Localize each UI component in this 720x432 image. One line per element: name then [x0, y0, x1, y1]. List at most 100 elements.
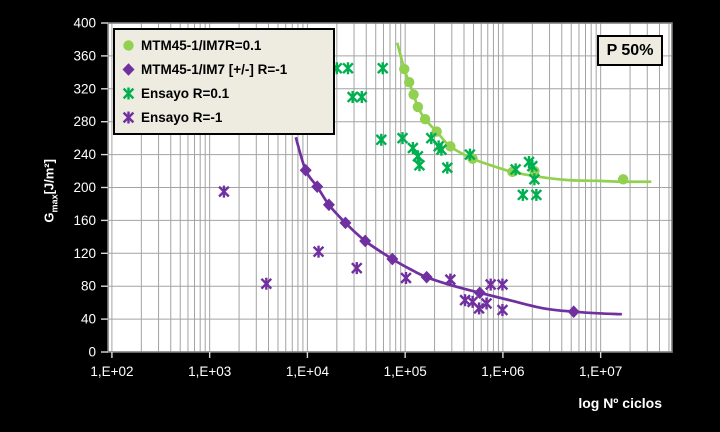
data-point-series-3 [260, 277, 273, 290]
data-point-series-1 [473, 286, 486, 300]
legend-item: Ensayo R=-1 [121, 110, 327, 125]
data-point-series-2 [530, 188, 543, 201]
y-axis-title-symbol: G [41, 212, 57, 223]
data-point-series-2 [346, 91, 359, 104]
asterisk-stroke [312, 245, 325, 258]
data-point-series-3 [496, 304, 509, 317]
asterisk-stroke [473, 302, 485, 315]
y-axis-title: Gmax[J/m²] [42, 118, 60, 263]
asterisk-stroke [530, 189, 543, 201]
y-axis-tick-label: 280 [73, 114, 96, 129]
asterisk-stroke [484, 278, 497, 291]
legend-item: Ensayo R=0.1 [121, 86, 327, 101]
asterisk-stroke [413, 159, 426, 172]
probability-annotation-box: P 50% [597, 35, 663, 66]
data-point-series-0 [617, 174, 629, 185]
legend-label: MTM45-1/IM7 [+/-] R=-1 [141, 61, 288, 77]
y-axis-tick-label: 40 [81, 312, 96, 327]
legend-item: MTM45-1/IM7 [+/-] R=-1 [121, 62, 327, 77]
y-axis-tick-label: 320 [73, 81, 96, 96]
asterisk-stroke [218, 185, 230, 198]
data-point-series-2 [377, 62, 389, 75]
data-point-series-3 [484, 278, 497, 291]
data-point-series-0 [399, 63, 410, 75]
asterisk-stroke [122, 87, 135, 100]
legend: MTM45-1/IM7R=0.1 MTM45-1/IM7 [+/-] R=-1 … [113, 28, 335, 135]
asterisk-stroke [407, 142, 419, 154]
data-point-series-3 [400, 271, 412, 284]
y-axis-tick-label: 80 [81, 279, 96, 294]
data-point-series-1 [567, 305, 580, 318]
circle-glyph [123, 39, 134, 51]
diamond-marker-icon [122, 63, 135, 76]
y-axis-tick-label: 400 [73, 16, 96, 31]
asterisk-stroke [377, 62, 389, 74]
asterisk-stroke [496, 304, 509, 316]
y-axis-tick-label: 240 [73, 147, 96, 162]
data-point-series-2 [464, 148, 476, 161]
asterisk-stroke [496, 278, 509, 291]
asterisk-stroke [400, 272, 412, 284]
data-point-series-2 [342, 62, 354, 75]
asterisk-stroke [122, 112, 135, 124]
legend-label: MTM45-1/IM7R=0.1 [141, 37, 262, 53]
data-point-series-1 [359, 234, 372, 248]
y-axis-tick-label: 360 [73, 48, 96, 63]
asterisk-glyph [122, 111, 135, 124]
y-axis-title-units: [J/m²] [41, 159, 57, 195]
asterisk-stroke [375, 134, 388, 146]
data-point-series-3 [218, 185, 230, 198]
x-axis-tick-label: 1,E+07 [579, 364, 622, 379]
data-point-series-0 [408, 89, 419, 100]
asterisk-stroke [480, 297, 493, 310]
data-point-series-0 [403, 77, 415, 88]
data-point-series-1 [386, 252, 399, 266]
asterisk-stroke [425, 132, 438, 144]
data-point-series-3 [473, 302, 485, 315]
y-axis-tick-label: 0 [88, 345, 96, 360]
data-point-series-2 [413, 159, 426, 172]
y-axis-tick-label: 120 [73, 246, 96, 261]
data-point-series-2 [435, 143, 448, 156]
asterisk-stroke [466, 296, 479, 308]
data-point-series-1 [311, 180, 324, 193]
data-point-series-2 [375, 133, 388, 146]
data-point-series-3 [480, 297, 493, 310]
asterisk-stroke [528, 173, 541, 186]
asterisk-stroke [346, 91, 359, 103]
data-point-series-0 [419, 114, 431, 125]
data-point-series-2 [509, 163, 522, 176]
data-point-series-0 [445, 141, 456, 152]
data-point-series-3 [351, 262, 363, 275]
asterisk-marker-icon [122, 111, 135, 124]
asterisk-stroke [517, 189, 529, 201]
legend-item: MTM45-1/IM7R=0.1 [121, 38, 327, 53]
asterisk-stroke [260, 277, 273, 290]
legend-label: Ensayo R=-1 [141, 110, 223, 126]
data-point-series-3 [496, 278, 509, 291]
data-point-series-0 [412, 101, 424, 113]
asterisk-stroke [356, 91, 368, 103]
data-point-series-2 [412, 150, 424, 163]
diamond-glyph [122, 63, 135, 76]
y-axis-title-subscript: max [49, 194, 60, 213]
circle-marker-icon [123, 39, 134, 51]
x-axis-tick-label: 1,E+05 [384, 364, 427, 379]
data-point-series-2 [356, 91, 368, 104]
y-axis-tick-label: 160 [73, 213, 96, 228]
x-axis-title: log Nº ciclos [578, 395, 662, 411]
x-axis-tick-label: 1,E+04 [286, 364, 330, 379]
data-point-series-1 [322, 198, 335, 212]
data-point-series-2 [528, 173, 541, 186]
data-point-series-2 [441, 161, 454, 174]
asterisk-stroke [342, 62, 354, 74]
y-axis-tick-label: 200 [73, 180, 96, 195]
data-point-series-3 [312, 245, 325, 258]
asterisk-stroke [351, 262, 363, 274]
asterisk-glyph [122, 87, 135, 100]
x-axis-tick-label: 1,E+06 [481, 364, 524, 379]
asterisk-stroke [444, 273, 457, 286]
asterisk-stroke [441, 162, 454, 174]
